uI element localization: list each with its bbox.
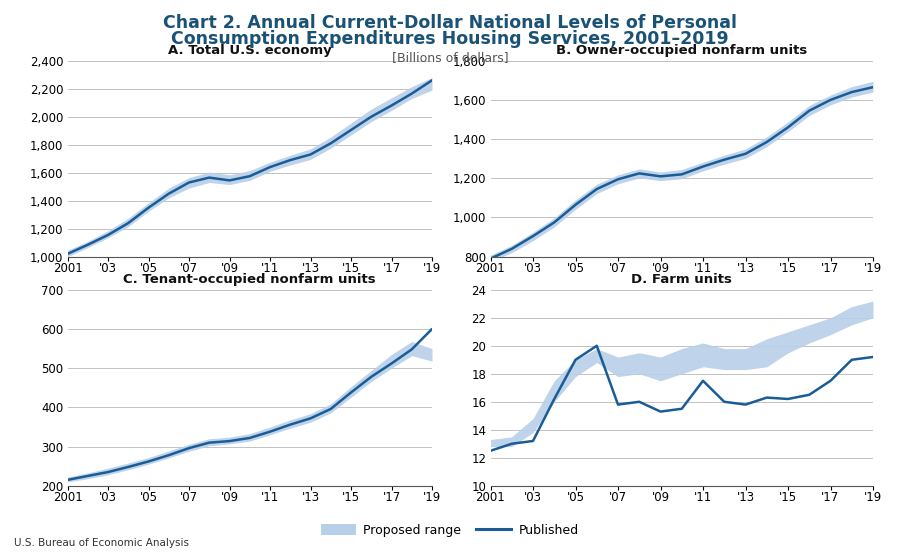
Text: [Billions of dollars]: [Billions of dollars] (392, 51, 508, 64)
Text: Chart 2. Annual Current-Dollar National Levels of Personal: Chart 2. Annual Current-Dollar National … (163, 14, 737, 32)
Text: U.S. Bureau of Economic Analysis: U.S. Bureau of Economic Analysis (14, 538, 188, 548)
Legend: Proposed range, Published: Proposed range, Published (316, 519, 584, 542)
Text: Consumption Expenditures Housing Services, 2001–2019: Consumption Expenditures Housing Service… (171, 30, 729, 49)
Title: B. Owner-occupied nonfarm units: B. Owner-occupied nonfarm units (556, 44, 807, 57)
Title: D. Farm units: D. Farm units (631, 273, 733, 286)
Title: A. Total U.S. economy: A. Total U.S. economy (168, 44, 331, 57)
Title: C. Tenant-occupied nonfarm units: C. Tenant-occupied nonfarm units (123, 273, 376, 286)
